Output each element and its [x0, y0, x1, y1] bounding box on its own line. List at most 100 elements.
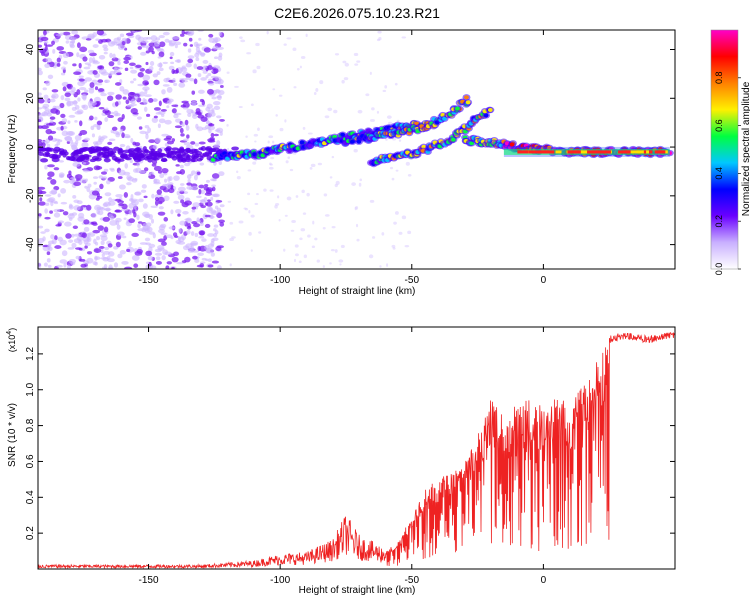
spectrogram-noise-mark	[57, 193, 61, 198]
spectrogram-noise-mark	[128, 202, 135, 209]
spectrogram-noise-mark	[207, 258, 212, 263]
spectrogram-noise-mark	[131, 254, 140, 261]
spectrogram-noise-mark	[137, 71, 144, 78]
spectrogram-band-mark	[171, 155, 178, 161]
spectrogram-noise-mark	[68, 114, 76, 118]
spectrogram-noise-mark	[144, 237, 151, 242]
spectrogram-noise-mark	[126, 248, 131, 253]
spectrogram-noise-mark	[73, 238, 82, 244]
spectrogram-noise-mark	[89, 101, 97, 106]
spectrogram-noise-mark	[88, 57, 93, 64]
spectrogram-noise-mark	[198, 188, 202, 195]
spectrogram-noise-mark	[207, 233, 215, 237]
spectrogram-noise-mark	[103, 51, 108, 55]
spectrogram-noise-mark	[54, 235, 58, 241]
snr-y-multiplier: (x104)	[6, 328, 17, 352]
spectrogram-noise-mark	[44, 216, 51, 220]
spectrogram-noise-mark	[313, 92, 317, 96]
spectrogram-noise-mark	[177, 186, 186, 192]
chart-title: C2E6.2026.075.10.23.R21	[274, 5, 440, 21]
spectrogram-noise-mark	[254, 202, 259, 205]
spectrogram-noise-mark	[213, 143, 220, 149]
spectrogram-y-tick-label: 0	[25, 144, 36, 150]
spectrogram-noise-mark	[67, 247, 75, 250]
spectrogram-noise-mark	[56, 264, 63, 268]
spectrogram-noise-mark	[38, 201, 46, 206]
spectrogram-noise-mark	[161, 89, 166, 95]
spectrogram-noise-mark	[269, 189, 274, 192]
spectrogram-noise-mark	[214, 81, 222, 85]
spectrogram-noise-mark	[314, 237, 318, 241]
spectrogram-noise-mark	[59, 32, 65, 36]
spectrogram-band-mark	[151, 156, 159, 161]
spectrogram-y-tick-label: -40	[25, 237, 36, 252]
snr-x-tick-label: -150	[139, 575, 159, 586]
spectrogram-noise-mark	[152, 265, 157, 269]
spectrogram-noise-mark	[295, 253, 299, 257]
spectrogram-noise-mark	[84, 89, 89, 93]
spectrogram-noise-mark	[119, 33, 125, 38]
spectrogram-noise-mark	[238, 105, 243, 109]
spectrogram-noise-mark	[56, 46, 65, 51]
spectrogram-noise-mark	[113, 262, 119, 268]
spectrogram-noise-mark	[192, 111, 197, 117]
spectrogram-band-mark	[148, 152, 157, 157]
colorbar-tick-label: 0.6	[714, 119, 724, 132]
spectrogram-trace-mark	[299, 140, 305, 145]
spectrogram-noise-mark	[123, 60, 130, 64]
spectrogram-noise-mark	[124, 266, 133, 269]
spectrogram-tone-mark	[600, 150, 611, 154]
spectrogram-noise-mark	[94, 86, 99, 91]
spectrogram-noise-mark	[73, 99, 78, 106]
spectrogram-noise-mark	[139, 91, 145, 97]
spectrogram-noise-mark	[161, 113, 165, 118]
spectrogram-noise-mark	[119, 184, 126, 190]
spectrogram-noise-mark	[191, 221, 198, 225]
spectrogram-noise-mark	[64, 92, 72, 98]
spectrogram-noise-mark	[115, 193, 123, 198]
spectrogram-noise-mark	[323, 193, 328, 197]
spectrogram-noise-mark	[144, 88, 148, 95]
snr-y-tick-label: 1.2	[25, 347, 36, 361]
spectrogram-noise-mark	[151, 117, 159, 124]
spectrogram-noise-mark	[97, 210, 104, 216]
spectrogram-noise-mark	[169, 56, 173, 60]
spectrogram-noise-mark	[393, 221, 397, 225]
spectrogram-noise-mark	[98, 106, 105, 110]
spectrogram-noise-mark	[159, 41, 166, 48]
spectrogram-noise-mark	[257, 127, 260, 132]
colorbar-label: Normalized spectral amplitude	[741, 81, 750, 216]
spectrogram-noise-mark	[192, 255, 198, 260]
spectrogram-noise-mark	[44, 194, 52, 197]
spectrogram-noise-mark	[100, 248, 104, 254]
spectrogram-noise-mark	[376, 110, 380, 114]
spectrogram-noise-mark	[87, 49, 95, 54]
spectrogram-noise-mark	[398, 231, 403, 235]
spectrogram-noise-mark	[96, 30, 105, 36]
spectrogram-noise-mark	[218, 160, 222, 165]
spectrogram-trace-mark	[350, 139, 355, 144]
spectrogram-noise-mark	[47, 197, 56, 202]
spectrogram-noise-mark	[137, 198, 144, 203]
spectrogram-noise-mark	[211, 186, 216, 192]
spectrogram-noise-mark	[184, 256, 191, 263]
spectrogram-noise-mark	[102, 266, 107, 269]
spectrogram-noise-mark	[205, 179, 210, 183]
spectrogram-noise-mark	[125, 32, 134, 36]
spectrogram-noise-mark	[105, 207, 111, 212]
spectrogram-noise-mark	[108, 138, 116, 142]
spectrogram-noise-mark	[157, 56, 162, 59]
spectrogram-noise-mark	[44, 63, 51, 69]
spectrogram-noise-mark	[75, 255, 81, 260]
spectrogram-noise-mark	[126, 182, 132, 186]
spectrogram-noise-mark	[382, 89, 387, 93]
spectrogram-band-mark	[164, 153, 171, 158]
spectrogram-noise-mark	[97, 225, 104, 231]
spectrogram-y-tick-label: 20	[25, 92, 36, 104]
spectrogram-noise-mark	[210, 240, 215, 247]
spectrogram-noise-mark	[213, 67, 219, 74]
spectrogram-noise-mark	[174, 44, 178, 49]
spectrogram-noise-mark	[161, 167, 169, 174]
spectrogram-noise-mark	[145, 61, 149, 66]
spectrogram-band-mark	[45, 152, 51, 158]
